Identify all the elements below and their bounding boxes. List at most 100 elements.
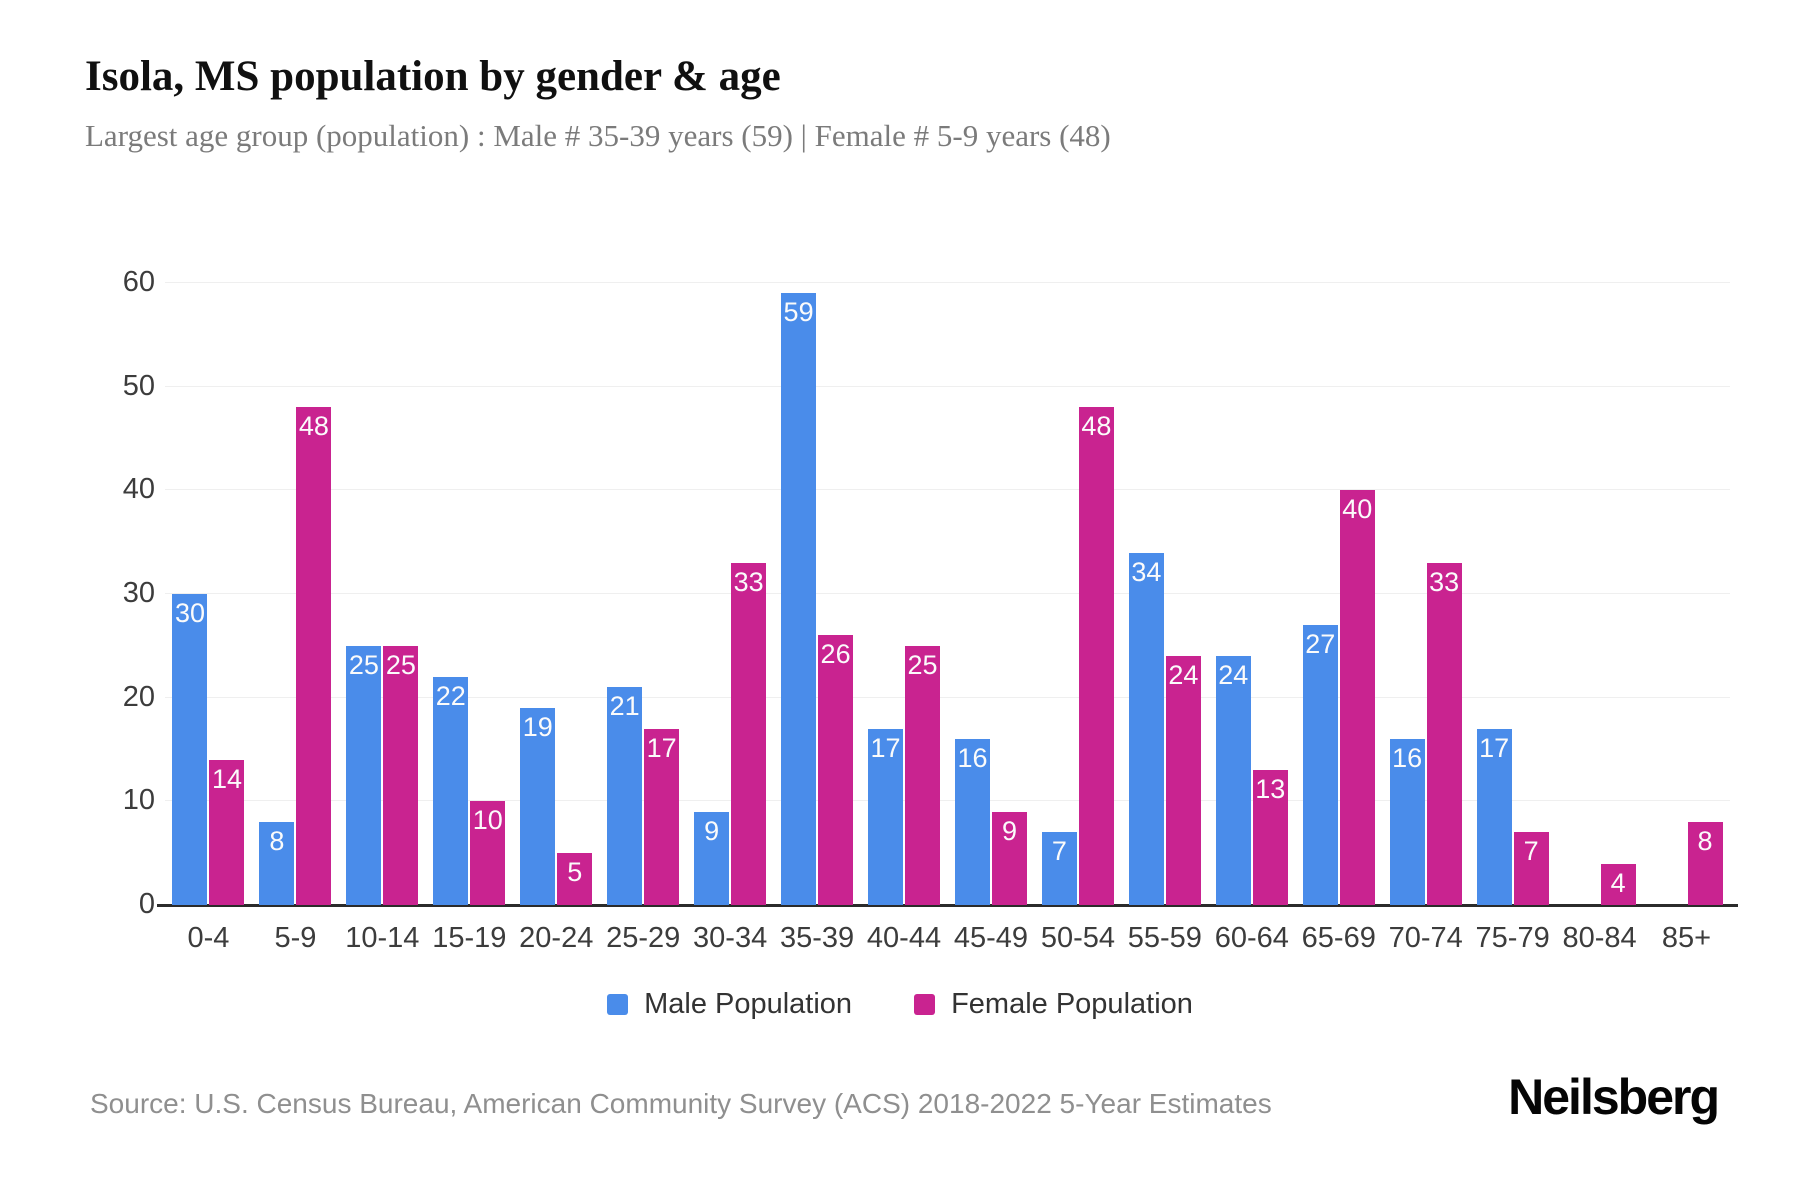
bar-female-25-29: 17 bbox=[644, 728, 680, 905]
bar-value-label: 16 bbox=[1392, 743, 1423, 774]
legend-swatch-icon bbox=[914, 994, 936, 1015]
bar-value-label: 24 bbox=[1168, 660, 1199, 691]
x-tick-label-85+: 85+ bbox=[1661, 922, 1712, 954]
bar-male-10-14: 25 bbox=[346, 645, 382, 905]
bar-value-label: 33 bbox=[733, 566, 764, 597]
bar-value-label: 17 bbox=[1479, 732, 1510, 763]
bar-value-label: 25 bbox=[348, 649, 379, 680]
bar-value-label: 8 bbox=[269, 826, 285, 857]
plot-area: 30 14 8 48 25 25 22 10 19 5 21 17 9 33 59 26 17 25 16 9 7 48 3… bbox=[157, 282, 1738, 907]
bar-value-label: 48 bbox=[298, 411, 329, 442]
bar-value-label: 27 bbox=[1305, 629, 1336, 660]
neilsberg-logo: Neilsberg bbox=[1508, 1069, 1720, 1125]
x-tick-label-40-44: 40-44 bbox=[866, 922, 942, 954]
gridline-50 bbox=[165, 385, 1730, 387]
bar-male-30-34: 9 bbox=[694, 811, 730, 905]
bar-female-20-24: 5 bbox=[557, 853, 593, 905]
bar-male-15-19: 22 bbox=[433, 676, 469, 905]
bar-female-30-34: 33 bbox=[731, 562, 767, 905]
bar-male-75-79: 17 bbox=[1476, 728, 1512, 905]
bar-male-65-69: 27 bbox=[1302, 625, 1338, 905]
bar-value-label: 4 bbox=[1610, 867, 1626, 898]
bar-male-70-74: 16 bbox=[1389, 739, 1425, 905]
legend-item-male-population: Male Population bbox=[607, 988, 852, 1021]
bar-value-label: 59 bbox=[783, 297, 814, 328]
bar-female-45-49: 9 bbox=[991, 811, 1027, 905]
bar-value-label: 33 bbox=[1429, 566, 1460, 597]
bar-value-label: 17 bbox=[870, 732, 901, 763]
bar-value-label: 7 bbox=[1523, 836, 1539, 867]
x-tick-label-45-49: 45-49 bbox=[953, 922, 1029, 954]
gridline-30 bbox=[165, 593, 1730, 594]
bar-female-65-69: 40 bbox=[1339, 490, 1375, 905]
bar-value-label: 21 bbox=[609, 691, 640, 722]
bar-value-label: 25 bbox=[385, 649, 416, 680]
bar-value-label: 48 bbox=[1081, 411, 1112, 442]
bar-female-70-74: 33 bbox=[1426, 562, 1462, 905]
bar-male-35-39: 59 bbox=[781, 293, 817, 905]
y-tick-label-40: 40 bbox=[122, 473, 155, 506]
bar-male-20-24: 19 bbox=[520, 708, 556, 905]
x-tick-label-20-24: 20-24 bbox=[519, 922, 594, 954]
x-tick-label-70-74: 70-74 bbox=[1388, 922, 1463, 954]
bar-value-label: 14 bbox=[211, 763, 242, 794]
bar-male-25-29: 21 bbox=[607, 687, 643, 905]
bar-value-label: 16 bbox=[957, 743, 988, 774]
x-tick-label-30-34: 30-34 bbox=[693, 922, 768, 954]
gridline-40 bbox=[165, 489, 1730, 491]
x-tick-label-75-79: 75-79 bbox=[1475, 922, 1550, 954]
gridline-20 bbox=[165, 696, 1730, 698]
bar-female-80-84: 4 bbox=[1600, 863, 1636, 905]
bar-value-label: 24 bbox=[1218, 660, 1249, 691]
x-tick-label-10-14: 10-14 bbox=[345, 922, 420, 954]
bar-female-10-14: 25 bbox=[383, 645, 419, 905]
bar-male-40-44: 17 bbox=[868, 728, 904, 905]
bar-value-label: 9 bbox=[1001, 815, 1017, 846]
bar-value-label: 22 bbox=[435, 680, 466, 711]
x-tick-label-55-59: 55-59 bbox=[1127, 922, 1202, 954]
bar-value-label: 25 bbox=[907, 649, 938, 680]
chart-legend: Male Population Female Population bbox=[0, 988, 1800, 1021]
y-tick-label-60: 60 bbox=[122, 266, 155, 298]
page-subtitle: Largest age group (population) : Male # … bbox=[85, 118, 1111, 153]
x-axis-line bbox=[157, 904, 1738, 907]
bar-male-55-59: 34 bbox=[1128, 552, 1164, 905]
bar-female-60-64: 13 bbox=[1252, 770, 1288, 905]
bar-value-label: 34 bbox=[1131, 556, 1162, 587]
bar-female-5-9: 48 bbox=[296, 407, 332, 905]
x-tick-label-35-39: 35-39 bbox=[779, 922, 855, 954]
bar-value-label: 19 bbox=[522, 712, 553, 743]
bar-female-35-39: 26 bbox=[818, 635, 854, 905]
legend-swatch-icon bbox=[607, 994, 629, 1015]
gridline-60 bbox=[165, 282, 1730, 283]
bar-female-85+: 8 bbox=[1687, 822, 1723, 905]
bar-value-label: 17 bbox=[646, 732, 677, 763]
legend-label: Male Population bbox=[644, 988, 853, 1020]
bar-value-label: 10 bbox=[472, 805, 503, 836]
x-tick-label-80-84: 80-84 bbox=[1562, 922, 1637, 954]
y-tick-label-30: 30 bbox=[122, 577, 155, 609]
x-tick-label-15-19: 15-19 bbox=[432, 922, 507, 954]
legend-item-female-population: Female Population bbox=[914, 988, 1193, 1021]
x-tick-label-5-9: 5-9 bbox=[274, 922, 317, 954]
bar-value-label: 8 bbox=[1697, 826, 1713, 857]
bar-male-0-4: 30 bbox=[172, 594, 208, 905]
source-note: Source: U.S. Census Bureau, American Com… bbox=[90, 1088, 1272, 1119]
x-tick-label-0-4: 0-4 bbox=[187, 922, 230, 954]
x-tick-label-50-54: 50-54 bbox=[1040, 922, 1115, 954]
bar-value-label: 9 bbox=[704, 815, 720, 846]
y-tick-label-0: 0 bbox=[138, 888, 155, 920]
bar-value-label: 40 bbox=[1342, 494, 1373, 525]
x-tick-label-25-29: 25-29 bbox=[606, 922, 681, 954]
gridline-10 bbox=[165, 800, 1730, 802]
y-tick-label-20: 20 bbox=[122, 680, 155, 713]
bar-value-label: 7 bbox=[1051, 836, 1067, 867]
bar-value-label: 26 bbox=[820, 639, 851, 670]
page-title: Isola, MS population by gender & age bbox=[85, 53, 781, 100]
bar-female-0-4: 14 bbox=[209, 759, 245, 905]
bar-female-55-59: 24 bbox=[1165, 656, 1201, 905]
bar-female-50-54: 48 bbox=[1078, 407, 1114, 905]
legend-label: Female Population bbox=[951, 988, 1193, 1020]
bar-value-label: 30 bbox=[174, 598, 205, 628]
